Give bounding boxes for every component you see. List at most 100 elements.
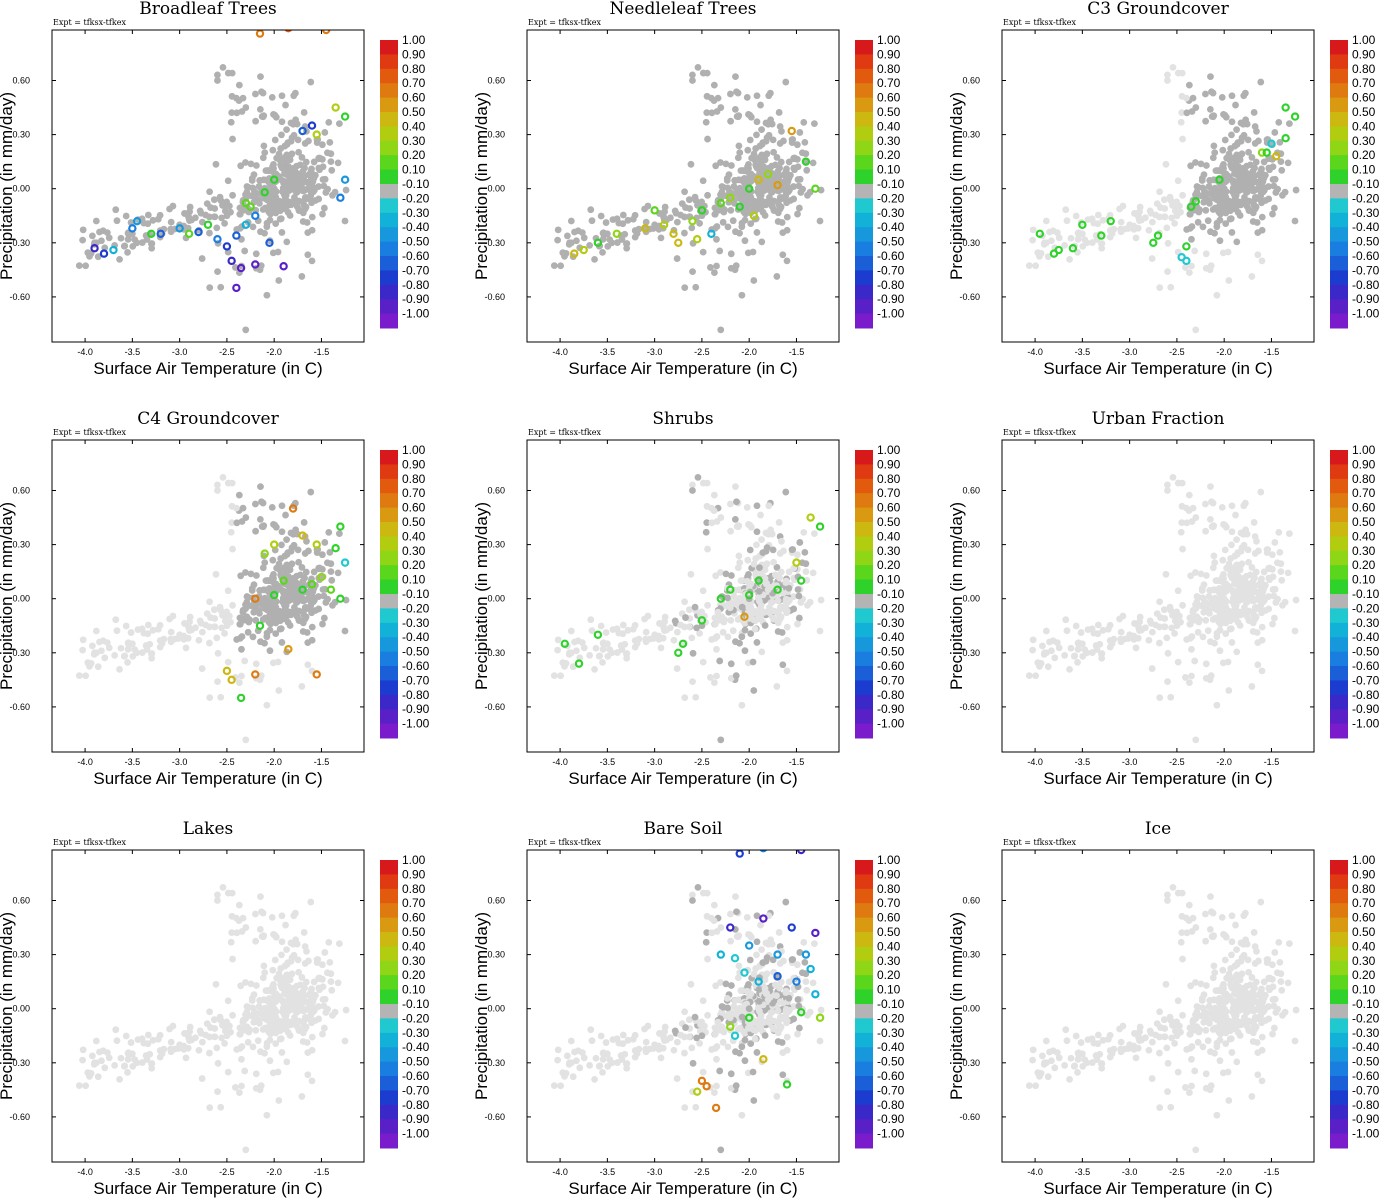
background-point: [86, 662, 93, 670]
background-point: [148, 1064, 156, 1072]
colorbar-swatch: [1330, 198, 1348, 214]
background-point: [736, 149, 744, 157]
background-point: [294, 136, 302, 144]
background-point: [719, 628, 727, 636]
colorbar-swatch: [380, 68, 398, 84]
background-point: [288, 970, 296, 978]
background-point: [670, 1046, 678, 1054]
background-point: [1164, 239, 1172, 247]
background-point: [750, 616, 758, 624]
colored-point: [688, 216, 697, 226]
background-point: [271, 136, 279, 144]
colorbar-label: -1.00: [877, 1127, 905, 1141]
background-point: [773, 683, 781, 690]
background-point: [214, 1088, 221, 1096]
background-point: [1240, 92, 1248, 100]
background-point: [573, 647, 580, 655]
background-point: [599, 1068, 606, 1076]
x-tick-label: -3.0: [647, 347, 663, 357]
colored-point: [759, 914, 768, 923]
background-point: [1104, 625, 1112, 633]
background-point: [293, 188, 301, 196]
background-point: [269, 146, 277, 154]
colored-point: [796, 576, 806, 585]
background-point: [274, 1068, 282, 1076]
colored-point: [697, 616, 707, 625]
colored-point: [782, 1080, 792, 1089]
background-point: [295, 1025, 303, 1033]
background-point: [713, 1082, 720, 1090]
background-point: [597, 622, 605, 630]
colorbar-label: -0.10: [402, 177, 430, 191]
colored-point: [175, 224, 184, 233]
background-point: [292, 116, 300, 124]
x-tick-label: -3.0: [647, 1167, 663, 1177]
background-point: [1168, 214, 1176, 222]
background-point: [1230, 587, 1238, 595]
background-point: [1163, 224, 1171, 232]
background-point: [726, 1014, 734, 1022]
background-point: [624, 216, 632, 224]
background-point: [295, 968, 303, 976]
background-point: [278, 938, 286, 946]
background-point: [703, 519, 711, 527]
y-tick-label: 0.00: [12, 594, 30, 604]
background-point: [586, 241, 594, 249]
colorbar-label: -0.70: [1352, 263, 1380, 277]
background-point: [1236, 1032, 1244, 1039]
background-point: [796, 129, 804, 136]
background-point: [1250, 519, 1258, 526]
background-point: [688, 224, 696, 232]
background-point: [603, 640, 611, 648]
background-point: [727, 527, 735, 535]
x-tick-label: -1.5: [789, 757, 805, 767]
colored-point: [811, 928, 820, 938]
colorbar-swatch: [380, 1090, 398, 1106]
background-point: [1164, 71, 1171, 79]
colored-point: [726, 193, 735, 202]
colored-point: [298, 531, 307, 540]
x-tick-label: -3.5: [600, 1167, 616, 1177]
colored-point: [744, 1013, 754, 1022]
colorbar-label: -0.60: [877, 249, 905, 263]
background-point: [592, 644, 600, 652]
background-point: [731, 515, 739, 523]
background-point: [307, 185, 315, 193]
colorbar-label: 0.60: [1352, 501, 1376, 515]
background-point: [629, 1035, 637, 1043]
y-tick-label: 0.00: [487, 184, 505, 194]
background-point: [1230, 597, 1238, 605]
colorbar-label: 1.00: [1352, 443, 1376, 457]
background-point: [1241, 1019, 1249, 1027]
background-point: [595, 652, 603, 660]
background-point: [227, 938, 235, 946]
background-point: [1277, 568, 1285, 576]
colorbar-swatch: [380, 536, 398, 552]
background-point: [298, 564, 306, 571]
background-point: [270, 1005, 278, 1013]
background-point: [210, 606, 218, 614]
background-point: [1117, 218, 1125, 226]
colorbar-swatch: [1330, 680, 1348, 696]
colored-point: [340, 175, 350, 184]
background-point: [196, 617, 204, 625]
colorbar-swatch: [380, 522, 398, 537]
background-point: [120, 242, 128, 250]
background-point: [1265, 974, 1273, 982]
background-point: [322, 599, 330, 606]
background-point: [681, 598, 688, 606]
background-point: [797, 599, 805, 606]
background-point: [271, 956, 279, 964]
background-point: [1036, 662, 1043, 670]
colorbar-swatch: [380, 550, 398, 566]
colored-point: [1182, 256, 1191, 266]
background-point: [767, 526, 775, 534]
background-point: [1209, 523, 1217, 531]
background-point: [1233, 536, 1240, 544]
background-point: [291, 1019, 299, 1027]
background-point: [1197, 160, 1205, 168]
background-point: [719, 1003, 727, 1011]
background-point: [182, 644, 190, 652]
background-point: [1257, 185, 1265, 193]
background-point: [206, 1104, 214, 1111]
